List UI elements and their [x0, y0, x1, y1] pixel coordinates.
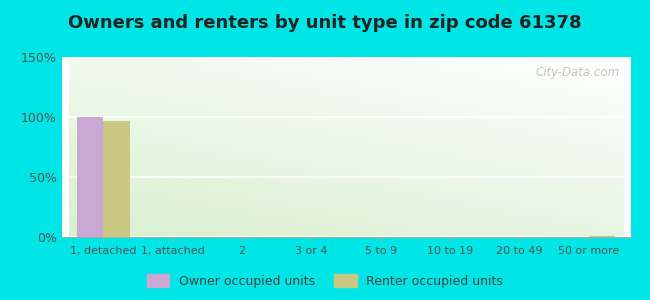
Legend: Owner occupied units, Renter occupied units: Owner occupied units, Renter occupied un… [140, 268, 510, 294]
Bar [103, 121, 130, 237]
Bar [589, 236, 616, 237]
Text: City-Data.com: City-Data.com [535, 66, 619, 79]
Text: Owners and renters by unit type in zip code 61378: Owners and renters by unit type in zip c… [68, 14, 582, 32]
Bar [77, 117, 103, 237]
